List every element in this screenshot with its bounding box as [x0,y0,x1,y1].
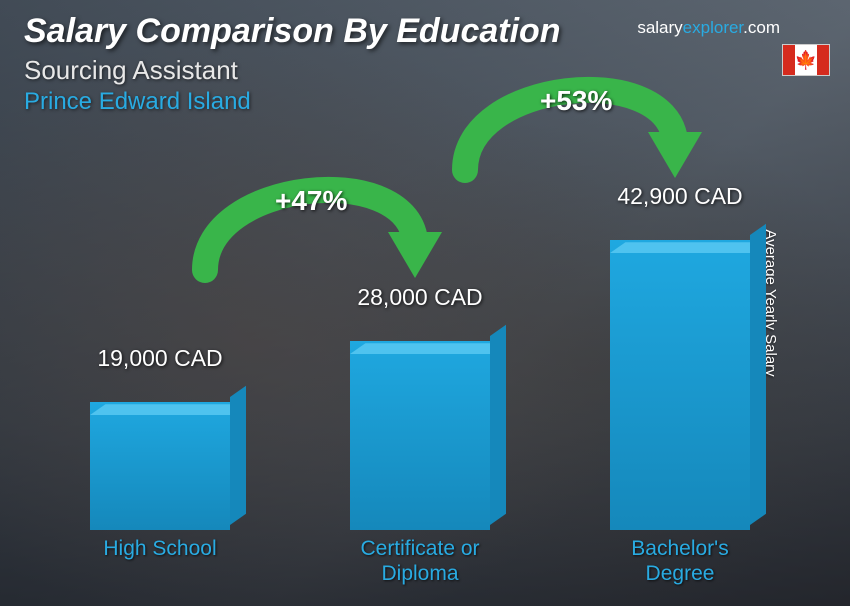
bar-top-face [350,343,505,354]
bar-side-face [230,386,246,525]
bar-value-label: 19,000 CAD [50,345,270,372]
bar-top-face [90,404,245,415]
bar-category-label: Certificate orDiploma [310,530,530,586]
bar [90,402,230,530]
bar-front-face [90,402,230,530]
curved-arrow-icon [170,140,460,310]
percent-increase-label: +47% [275,185,347,217]
bar [610,240,750,530]
bar-front-face [610,240,750,530]
bar-side-face [750,224,766,525]
percent-increase-label: +53% [540,85,612,117]
bar [350,341,490,530]
flag-left-bar [783,45,795,75]
bar-side-face [490,325,506,525]
bar-category-label: Bachelor'sDegree [570,530,790,586]
curved-arrow-icon [430,40,720,210]
brand-prefix: salary [637,18,682,37]
bar-group: 42,900 CADBachelor'sDegree [570,240,790,586]
brand-suffix: .com [743,18,780,37]
maple-leaf-icon: 🍁 [795,45,817,75]
bar-group: 19,000 CADHigh School [50,402,270,586]
bar-front-face [350,341,490,530]
brand-logo: salaryexplorer.com [637,18,780,38]
bar-category-label: High School [50,530,270,586]
country-flag: 🍁 [782,44,830,76]
flag-right-bar [817,45,829,75]
bar-top-face [610,242,765,253]
bar-chart: 19,000 CADHigh School28,000 CADCertifica… [30,140,790,586]
brand-mid: explorer [683,18,743,37]
bar-group: 28,000 CADCertificate orDiploma [310,341,530,586]
